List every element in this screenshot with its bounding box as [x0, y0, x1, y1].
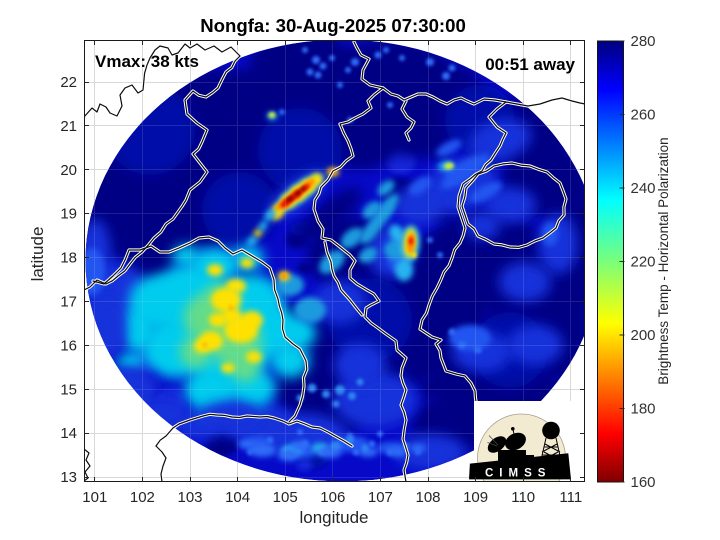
svg-text:110: 110 — [511, 489, 535, 506]
svg-text:101: 101 — [82, 489, 107, 506]
svg-text:Brightness Temp - Horizontal P: Brightness Temp - Horizontal Polarizatio… — [656, 137, 671, 384]
svg-text:104: 104 — [225, 489, 250, 506]
svg-text:107: 107 — [368, 489, 393, 506]
svg-text:latitude: latitude — [28, 227, 47, 282]
svg-text:longitude: longitude — [299, 508, 368, 527]
svg-text:108: 108 — [415, 489, 440, 506]
svg-text:20: 20 — [60, 162, 77, 179]
svg-text:109: 109 — [463, 489, 488, 506]
svg-text:220: 220 — [631, 254, 656, 271]
svg-text:Nongfa: 30-Aug-2025 07:30:00: Nongfa: 30-Aug-2025 07:30:00 — [200, 15, 466, 36]
svg-text:200: 200 — [631, 327, 656, 344]
svg-text:18: 18 — [60, 250, 77, 267]
svg-text:13: 13 — [60, 469, 77, 486]
svg-text:160: 160 — [631, 474, 656, 491]
svg-text:19: 19 — [60, 206, 77, 223]
svg-text:280: 280 — [631, 33, 656, 50]
svg-text:14: 14 — [60, 425, 77, 442]
svg-text:102: 102 — [130, 489, 155, 506]
svg-text:21: 21 — [60, 118, 77, 135]
svg-text:00:51 away: 00:51 away — [485, 55, 575, 74]
svg-text:103: 103 — [177, 489, 202, 506]
svg-text:105: 105 — [273, 489, 298, 506]
svg-text:180: 180 — [631, 401, 656, 418]
svg-text:15: 15 — [60, 381, 77, 398]
svg-text:22: 22 — [60, 74, 77, 91]
svg-text:106: 106 — [320, 489, 345, 506]
svg-text:Vmax: 38 kts: Vmax: 38 kts — [95, 52, 199, 71]
svg-text:17: 17 — [60, 294, 77, 311]
svg-text:111: 111 — [559, 489, 582, 506]
svg-text:240: 240 — [631, 180, 656, 197]
svg-text:CIMSS: CIMSS — [485, 468, 551, 480]
svg-text:16: 16 — [60, 337, 77, 354]
svg-text:260: 260 — [631, 107, 656, 124]
